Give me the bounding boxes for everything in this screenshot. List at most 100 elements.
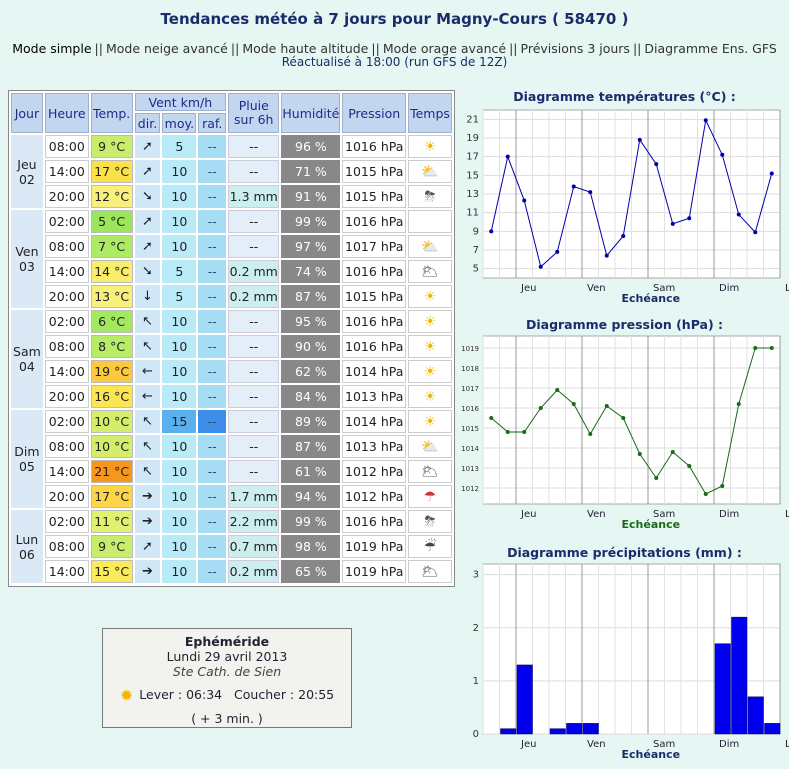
rain-cell: -- <box>228 435 280 458</box>
day-label: Ven <box>587 283 606 294</box>
nav-separator: || <box>632 41 642 56</box>
wind-gust-cell: -- <box>198 435 227 458</box>
ephemeride-saint: Ste Cath. de Sien <box>172 664 282 679</box>
rain-cell: 1.3 mm <box>228 185 280 208</box>
day-number: 02 <box>18 171 35 187</box>
wind-gust-cell: -- <box>198 460 227 483</box>
forecast-row: Ven 03 02:00 5 °C ➚ 10 -- -- 99 % 1016 hPa <box>11 210 452 308</box>
update-info: Réactualisé à 18:00 (run GFS de 12Z) <box>281 55 508 69</box>
data-point <box>687 464 692 468</box>
data-point <box>538 264 543 269</box>
wind-direction-icon: ← <box>134 360 161 383</box>
day-label: Ven <box>587 509 606 520</box>
nav-link-mode-simple[interactable]: Mode simple <box>12 41 92 56</box>
data-point <box>522 198 527 203</box>
data-point <box>489 229 494 234</box>
hour-cell: 14:00 <box>44 460 89 483</box>
col-moy: moy. <box>162 113 197 133</box>
day-name: Lun <box>15 531 39 547</box>
nav-separator: || <box>371 41 380 56</box>
col-temp: Temp. <box>90 93 133 133</box>
pressure-chart: 1012 1013 1014 1015 1016 1017 1018 1019 Jeu Ven Sa… <box>461 335 789 531</box>
day-cell: Ven 03 <box>11 210 43 308</box>
hour-cell: 20:00 <box>44 385 89 408</box>
y-tick-label: 1017 <box>461 385 479 393</box>
forecast-row: 14:00 15 °C ➔ 10 -- 0.2 mm 65 % 1019 hPa 🌥 <box>11 560 452 583</box>
pressure-cell: 1015 hPa <box>342 285 407 308</box>
day-number: 04 <box>18 359 35 374</box>
wind-direction-icon: ↖ <box>134 410 161 433</box>
rain-cell: -- <box>228 360 280 383</box>
hour-cell: 02:00 <box>44 210 89 233</box>
nav-link-mode-orage-avanc-[interactable]: Mode orage avancé <box>382 41 507 56</box>
day-label: Ven <box>587 739 606 750</box>
hour-cell: 20:00 <box>44 285 89 308</box>
y-tick-label: 1 <box>473 676 479 687</box>
day-label: Jeu <box>520 283 536 294</box>
day-label: Dim <box>719 283 739 294</box>
sun-cloud-icon: ⛅ <box>408 435 452 458</box>
wind-direction-icon: ➚ <box>134 210 161 233</box>
x-axis-label: Echéance <box>622 748 681 761</box>
data-point <box>654 476 659 480</box>
data-point <box>753 346 758 350</box>
day-name: Jeu <box>17 156 37 172</box>
humidity-cell: 62 % <box>281 360 341 383</box>
data-point <box>769 171 774 176</box>
forecast-row: 08:00 7 °C ➚ 10 -- -- 97 % 1017 hPa ⛅ <box>11 235 452 258</box>
forecast-row: 20:00 16 °C ← 10 -- -- 84 % 1013 hPa ☀ <box>11 385 452 408</box>
day-cell: Sam 04 <box>11 310 43 408</box>
precip-bar <box>500 728 517 735</box>
sun-icon: ☀ <box>408 285 452 308</box>
humidity-cell: 89 % <box>281 410 341 433</box>
sun-icon: ☀ <box>408 310 452 333</box>
wind-direction-icon: ↖ <box>134 460 161 483</box>
data-point <box>555 388 560 392</box>
temp-cell: 10 °C <box>90 435 133 458</box>
rain-cell: -- <box>228 310 280 333</box>
y-tick-label: 17 <box>466 152 479 163</box>
day-number: 03 <box>18 259 35 274</box>
pressure-cell: 1017 hPa <box>342 235 407 258</box>
col-dir: dir. <box>134 113 161 133</box>
wind-mean-cell: 10 <box>162 335 197 358</box>
data-point <box>571 402 576 406</box>
data-point <box>489 416 494 420</box>
day-cell: Jeu 02 <box>11 135 43 208</box>
nav-link-mode-haute-altitude[interactable]: Mode haute altitude <box>242 41 369 56</box>
y-tick-label: 2 <box>473 623 479 634</box>
day-label: Sam <box>653 283 675 294</box>
hour-cell: 08:00 <box>44 535 89 558</box>
temp-cell: 5 °C <box>90 210 133 233</box>
y-tick-label: 1015 <box>461 425 479 433</box>
page-title: Tendances météo à 7 jours pour Magny-Cou… <box>160 10 629 28</box>
data-point <box>588 190 593 195</box>
humidity-cell: 71 % <box>281 160 341 183</box>
y-tick-label: 0 <box>473 729 479 740</box>
nav-link-pr-visions-3-jours[interactable]: Prévisions 3 jours <box>520 41 630 56</box>
pressure-cell: 1016 hPa <box>342 510 407 533</box>
cloud-sun-icon: 🌥 <box>408 260 452 283</box>
hour-cell: 02:00 <box>44 310 89 333</box>
humidity-cell: 91 % <box>281 185 341 208</box>
rain-cell: -- <box>228 135 280 158</box>
humidity-cell: 97 % <box>281 235 341 258</box>
wind-direction-icon: ➔ <box>134 560 161 583</box>
humidity-cell: 87 % <box>281 435 341 458</box>
day-number: 05 <box>18 459 35 474</box>
forecast-table: Jour Heure Temp. Vent km/h Pluie sur 6h … <box>9 91 454 585</box>
sun-icon: ☀ <box>408 385 452 408</box>
temp-cell: 8 °C <box>90 335 133 358</box>
wind-gust-cell: -- <box>198 385 227 408</box>
precip-bar <box>747 696 764 735</box>
wind-mean-cell: 10 <box>162 385 197 408</box>
pressure-cell: 1016 hPa <box>342 210 407 233</box>
temp-cell: 12 °C <box>90 185 133 208</box>
wind-direction-icon: ➚ <box>134 235 161 258</box>
y-tick-label: 1012 <box>461 485 479 493</box>
col-jour: Jour <box>11 93 43 133</box>
x-axis-label: Echéance <box>622 292 681 305</box>
forecast-row: Sam 04 02:00 6 °C ↖ 10 -- -- 95 % 1016 hPa ☀ <box>11 310 452 408</box>
nav-link-mode-neige-avanc-[interactable]: Mode neige avancé <box>105 41 228 56</box>
nav-link-diagramme-ens-gfs[interactable]: Diagramme Ens. GFS <box>644 41 777 56</box>
